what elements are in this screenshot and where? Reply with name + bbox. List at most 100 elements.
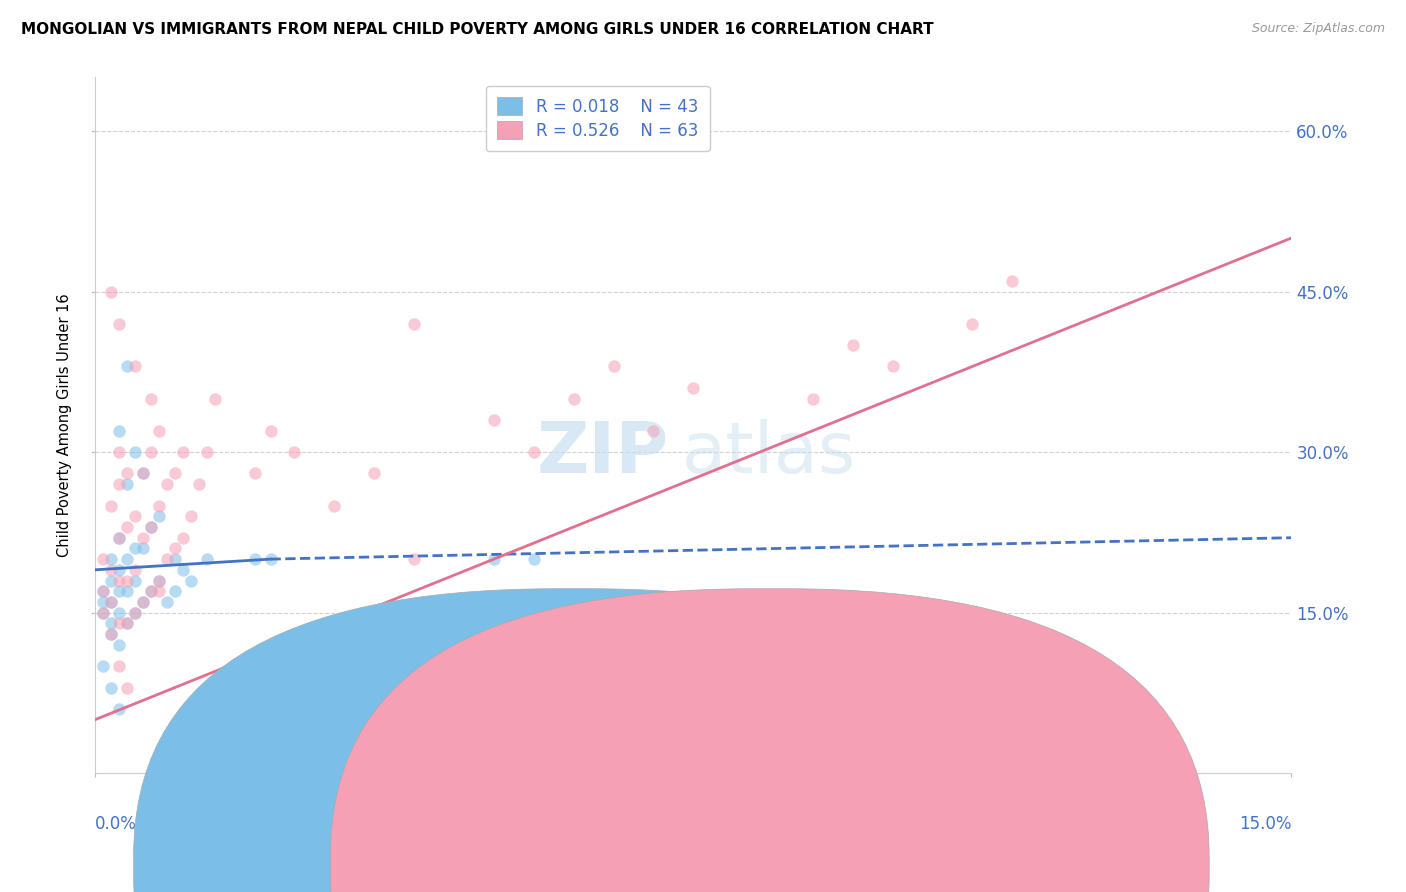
Point	[139, 520, 162, 534]
Point	[100, 552, 122, 566]
Point	[148, 574, 170, 588]
Point	[124, 574, 146, 588]
Point	[108, 563, 131, 577]
Point	[404, 317, 426, 331]
Point	[124, 359, 146, 374]
Point	[108, 616, 131, 631]
Point	[148, 584, 170, 599]
Point	[204, 392, 226, 406]
Point	[91, 606, 114, 620]
Point	[259, 424, 281, 438]
Point	[801, 392, 824, 406]
Point	[163, 467, 186, 481]
Point	[842, 338, 865, 352]
Point	[139, 584, 162, 599]
Point	[562, 392, 585, 406]
Point	[100, 574, 122, 588]
Point	[148, 509, 170, 524]
Point	[100, 595, 122, 609]
Point	[108, 531, 131, 545]
Point	[172, 445, 194, 459]
Point	[115, 584, 138, 599]
Point	[148, 424, 170, 438]
Point	[139, 584, 162, 599]
Point	[115, 616, 138, 631]
Point	[108, 574, 131, 588]
Point	[91, 606, 114, 620]
Point	[132, 467, 155, 481]
Point	[482, 552, 505, 566]
Text: Source: ZipAtlas.com: Source: ZipAtlas.com	[1251, 22, 1385, 36]
Point	[124, 563, 146, 577]
Legend: R = 0.018    N = 43, R = 0.526    N = 63: R = 0.018 N = 43, R = 0.526 N = 63	[485, 86, 710, 152]
Point	[108, 445, 131, 459]
Point	[91, 659, 114, 673]
Point	[139, 445, 162, 459]
Point	[108, 702, 131, 716]
Point	[482, 413, 505, 427]
Point	[91, 552, 114, 566]
Point	[108, 659, 131, 673]
Text: Immigrants from Nepal: Immigrants from Nepal	[787, 855, 965, 870]
Point	[195, 445, 218, 459]
Point	[163, 552, 186, 566]
Point	[163, 584, 186, 599]
Point	[108, 606, 131, 620]
Point	[172, 531, 194, 545]
Point	[124, 509, 146, 524]
Point	[124, 541, 146, 556]
Point	[180, 574, 202, 588]
Point	[243, 552, 266, 566]
Point	[115, 477, 138, 491]
Text: MONGOLIAN VS IMMIGRANTS FROM NEPAL CHILD POVERTY AMONG GIRLS UNDER 16 CORRELATIO: MONGOLIAN VS IMMIGRANTS FROM NEPAL CHILD…	[21, 22, 934, 37]
Point	[283, 445, 305, 459]
Point	[124, 445, 146, 459]
Point	[243, 467, 266, 481]
Text: 0.0%: 0.0%	[96, 815, 136, 833]
Point	[195, 552, 218, 566]
Point	[132, 467, 155, 481]
Point	[100, 563, 122, 577]
Point	[156, 477, 179, 491]
Point	[115, 616, 138, 631]
Point	[682, 381, 704, 395]
Text: ZIP: ZIP	[537, 418, 669, 488]
Point	[115, 467, 138, 481]
Point	[156, 552, 179, 566]
Point	[124, 606, 146, 620]
Point	[363, 467, 385, 481]
Point	[108, 531, 131, 545]
Point	[100, 499, 122, 513]
Point	[139, 392, 162, 406]
Point	[523, 552, 546, 566]
Point	[156, 595, 179, 609]
Point	[108, 477, 131, 491]
Point	[132, 531, 155, 545]
Text: 15.0%: 15.0%	[1239, 815, 1292, 833]
Point	[523, 445, 546, 459]
Point	[132, 595, 155, 609]
Point	[100, 285, 122, 299]
Point	[139, 520, 162, 534]
Point	[91, 584, 114, 599]
Point	[148, 499, 170, 513]
Point	[91, 584, 114, 599]
Point	[108, 584, 131, 599]
Point	[100, 595, 122, 609]
Point	[180, 509, 202, 524]
Point	[172, 563, 194, 577]
Point	[323, 499, 346, 513]
Point	[643, 424, 665, 438]
Point	[115, 574, 138, 588]
Point	[882, 359, 904, 374]
Text: atlas: atlas	[682, 418, 856, 488]
Point	[163, 541, 186, 556]
Point	[132, 595, 155, 609]
Point	[115, 520, 138, 534]
Point	[100, 681, 122, 695]
Point	[100, 627, 122, 641]
Point	[115, 552, 138, 566]
Point	[187, 477, 209, 491]
Point	[1001, 274, 1024, 288]
Point	[115, 359, 138, 374]
